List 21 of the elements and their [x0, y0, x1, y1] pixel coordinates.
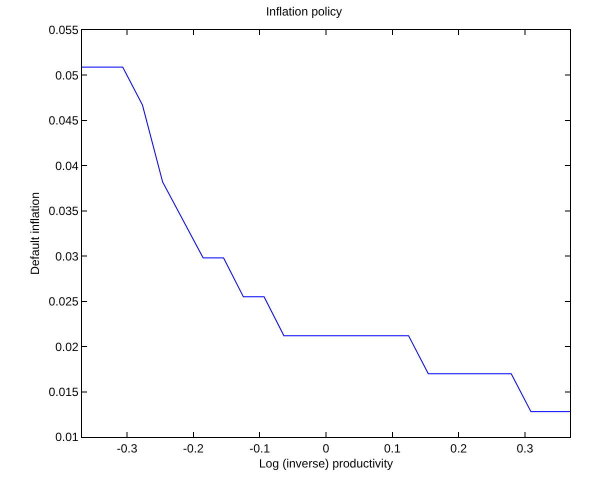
x-tick-label: 0	[322, 441, 330, 456]
y-tick-label: 0.02	[55, 340, 79, 354]
x-tick-label: 0.3	[516, 441, 534, 456]
x-axis-title: Log (inverse) productivity	[258, 456, 394, 470]
y-tick-label: 0.025	[48, 294, 79, 309]
y-tick-label: 0.055	[48, 23, 79, 38]
y-tick-label: 0.015	[48, 384, 79, 399]
y-axis-title: Default inflation	[28, 192, 42, 275]
line-series	[82, 66, 570, 412]
y-tick-label: 0.04	[55, 158, 79, 173]
x-tick-label: -0.1	[249, 441, 270, 456]
y-tick-label: 0.05	[55, 68, 79, 82]
y-tick-label: 0.01	[55, 430, 79, 444]
x-tick-label: 0.2	[450, 441, 468, 456]
chart-title: Inflation policy	[266, 4, 342, 19]
y-tick-label: 0.035	[48, 204, 79, 218]
x-tick-label: -0.2	[183, 441, 204, 456]
x-tick-label: 0.1	[384, 441, 401, 456]
x-tick-label: -0.3	[116, 441, 138, 456]
y-tick-label: 0.03	[55, 249, 79, 264]
y-tick-label: 0.045	[48, 114, 79, 128]
